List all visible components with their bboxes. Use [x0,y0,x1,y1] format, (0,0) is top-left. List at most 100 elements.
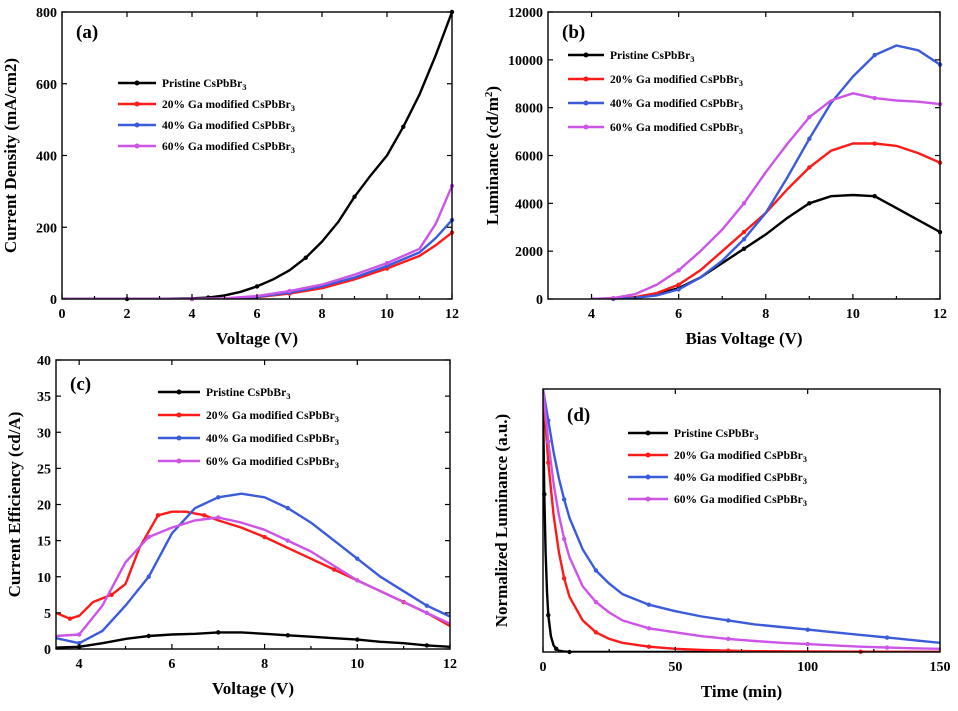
series-line-ga20 [543,389,940,652]
y-axis-title: Luminance (cd/m2) [483,86,502,225]
series-marker-ga60 [593,599,599,605]
series-line-ga20 [56,510,450,628]
series-line-ga40 [543,389,940,644]
series-marker-pristine [216,630,221,635]
legend-marker-pristine [583,52,589,58]
x-tick-label: 12 [443,657,457,672]
x-tick-label: 8 [762,307,769,322]
x-tick-label: 10 [350,657,364,672]
legend-entry-ga40: 40% Ga modified CsPbBr3 [610,98,743,112]
series-marker-ga20 [67,616,73,621]
series-marker-ga40 [807,136,812,141]
series-marker-pristine [146,633,151,639]
y-tick-label: 35 [37,390,51,405]
y-tick-label: 20 [37,499,51,514]
series-marker-ga40 [884,635,890,640]
y-tick-label: 0 [536,293,543,308]
y-tick-label: 10 [37,571,51,586]
legend: Pristine CsPbBr3 20% Ga modified CsPbBr3 4… [628,428,807,508]
series-marker-ga40 [146,574,151,579]
legend-entry-ga20: 20% Ga modified CsPbBr3 [610,74,743,88]
y-tick-label: 600 [36,78,57,93]
series-marker-ga20 [646,644,652,649]
x-tick-label: 12 [933,307,947,322]
x-axis-title: Voltage (V) [212,679,294,698]
legend-marker-ga40 [176,435,182,441]
legend-entry-ga20: 20% Ga modified CsPbBr3 [206,410,339,424]
chart-panel-b: 4 6 8 10 12 0 2000 4000 6000 8000 10000 12000 Bias V… [483,6,947,348]
series-marker-pristine [546,612,551,618]
y-tick-label: 15 [37,535,51,550]
legend-entry-ga40: 40% Ga modified CsPbBr3 [674,472,807,486]
panel-label: (b) [562,22,585,43]
legend: Pristine CsPbBr3 20% Ga modified CsPbBr3 4… [118,78,295,155]
y-tick-label: 0 [50,293,57,308]
series-marker-ga40 [646,602,652,607]
y-axis-title: Normalized Luminance (a.u.) [492,414,511,627]
series-marker-ga20 [593,630,599,635]
legend-marker-ga60 [583,124,589,130]
legend-marker-ga60 [134,143,140,149]
series-marker-ga60 [285,538,290,543]
series-marker-ga60 [805,641,810,647]
legend-marker-ga20 [645,452,651,458]
series-marker-ga40 [805,627,810,632]
series-marker-ga20 [561,576,567,581]
legend-marker-pristine [645,430,651,436]
series-marker-ga40 [561,497,567,502]
x-tick-label: 50 [668,660,682,675]
series-line-ga40 [590,44,940,299]
series-line-ga60 [56,516,450,638]
series-marker-ga60 [424,610,430,616]
y-tick-label: 6000 [515,150,543,165]
y-tick-label: 2000 [515,245,543,260]
panel-label: (a) [76,22,98,43]
chart-panel-d: 0 50 100 150 Time (min) Normalized Luminance … [492,388,951,701]
legend-marker-ga20 [176,412,182,418]
series-marker-pristine [424,643,430,648]
series-marker-ga20 [546,460,551,465]
legend-entry-ga60: 60% Ga modified CsPbBr3 [162,141,295,155]
legend-marker-ga40 [583,100,589,106]
x-tick-label: 6 [675,307,682,322]
series-marker-ga60 [741,201,747,206]
legend-marker-ga60 [645,496,651,502]
y-tick-label: 800 [36,6,57,21]
series-marker-ga60 [872,95,877,101]
series-marker-ga60 [561,536,567,542]
legend-entry-ga60: 60% Ga modified CsPbBr3 [674,494,807,508]
chart-panel-c: 4 6 8 10 12 0 5 10 15 20 25 30 35 40 Voltage (V) Curren… [5,354,457,698]
series-marker-ga60 [384,260,390,266]
legend-marker-ga40 [645,474,651,480]
x-tick-label: 8 [261,657,268,672]
legend: Pristine CsPbBr3 20% Ga modified CsPbBr3 4… [568,50,743,136]
y-tick-label: 200 [36,221,57,236]
series-marker-ga20 [331,567,337,572]
series-marker-ga60 [726,636,731,642]
y-axis-title: Current Efficiency (cd/A) [5,412,24,598]
x-axis-title: Voltage (V) [216,329,298,348]
x-tick-label: 6 [168,657,175,672]
series-marker-ga60 [216,515,221,520]
legend: Pristine CsPbBr3 20% Ga modified CsPbBr3 4… [158,387,339,470]
panel-label: (c) [70,374,91,395]
series-marker-ga60 [287,288,292,294]
series-marker-ga60 [807,115,812,120]
legend-marker-ga20 [134,101,140,107]
legend-entry-ga60: 60% Ga modified CsPbBr3 [610,122,743,136]
legend-entry-pristine: Pristine CsPbBr3 [206,387,290,401]
series-marker-pristine [554,646,559,652]
series-marker-pristine [352,194,357,199]
series-marker-ga40 [285,505,290,511]
legend-marker-pristine [134,80,140,86]
plot-frame [55,359,451,650]
series-marker-ga60 [355,578,360,583]
series-marker-ga20 [741,229,747,235]
series-marker-ga20 [155,513,161,518]
series-marker-pristine [741,246,747,251]
x-tick-label: 100 [797,660,818,675]
series-marker-ga40 [741,237,747,242]
x-tick-label: 0 [59,307,66,322]
series-line-ga20 [590,142,940,299]
legend-entry-pristine: Pristine CsPbBr3 [162,78,246,92]
